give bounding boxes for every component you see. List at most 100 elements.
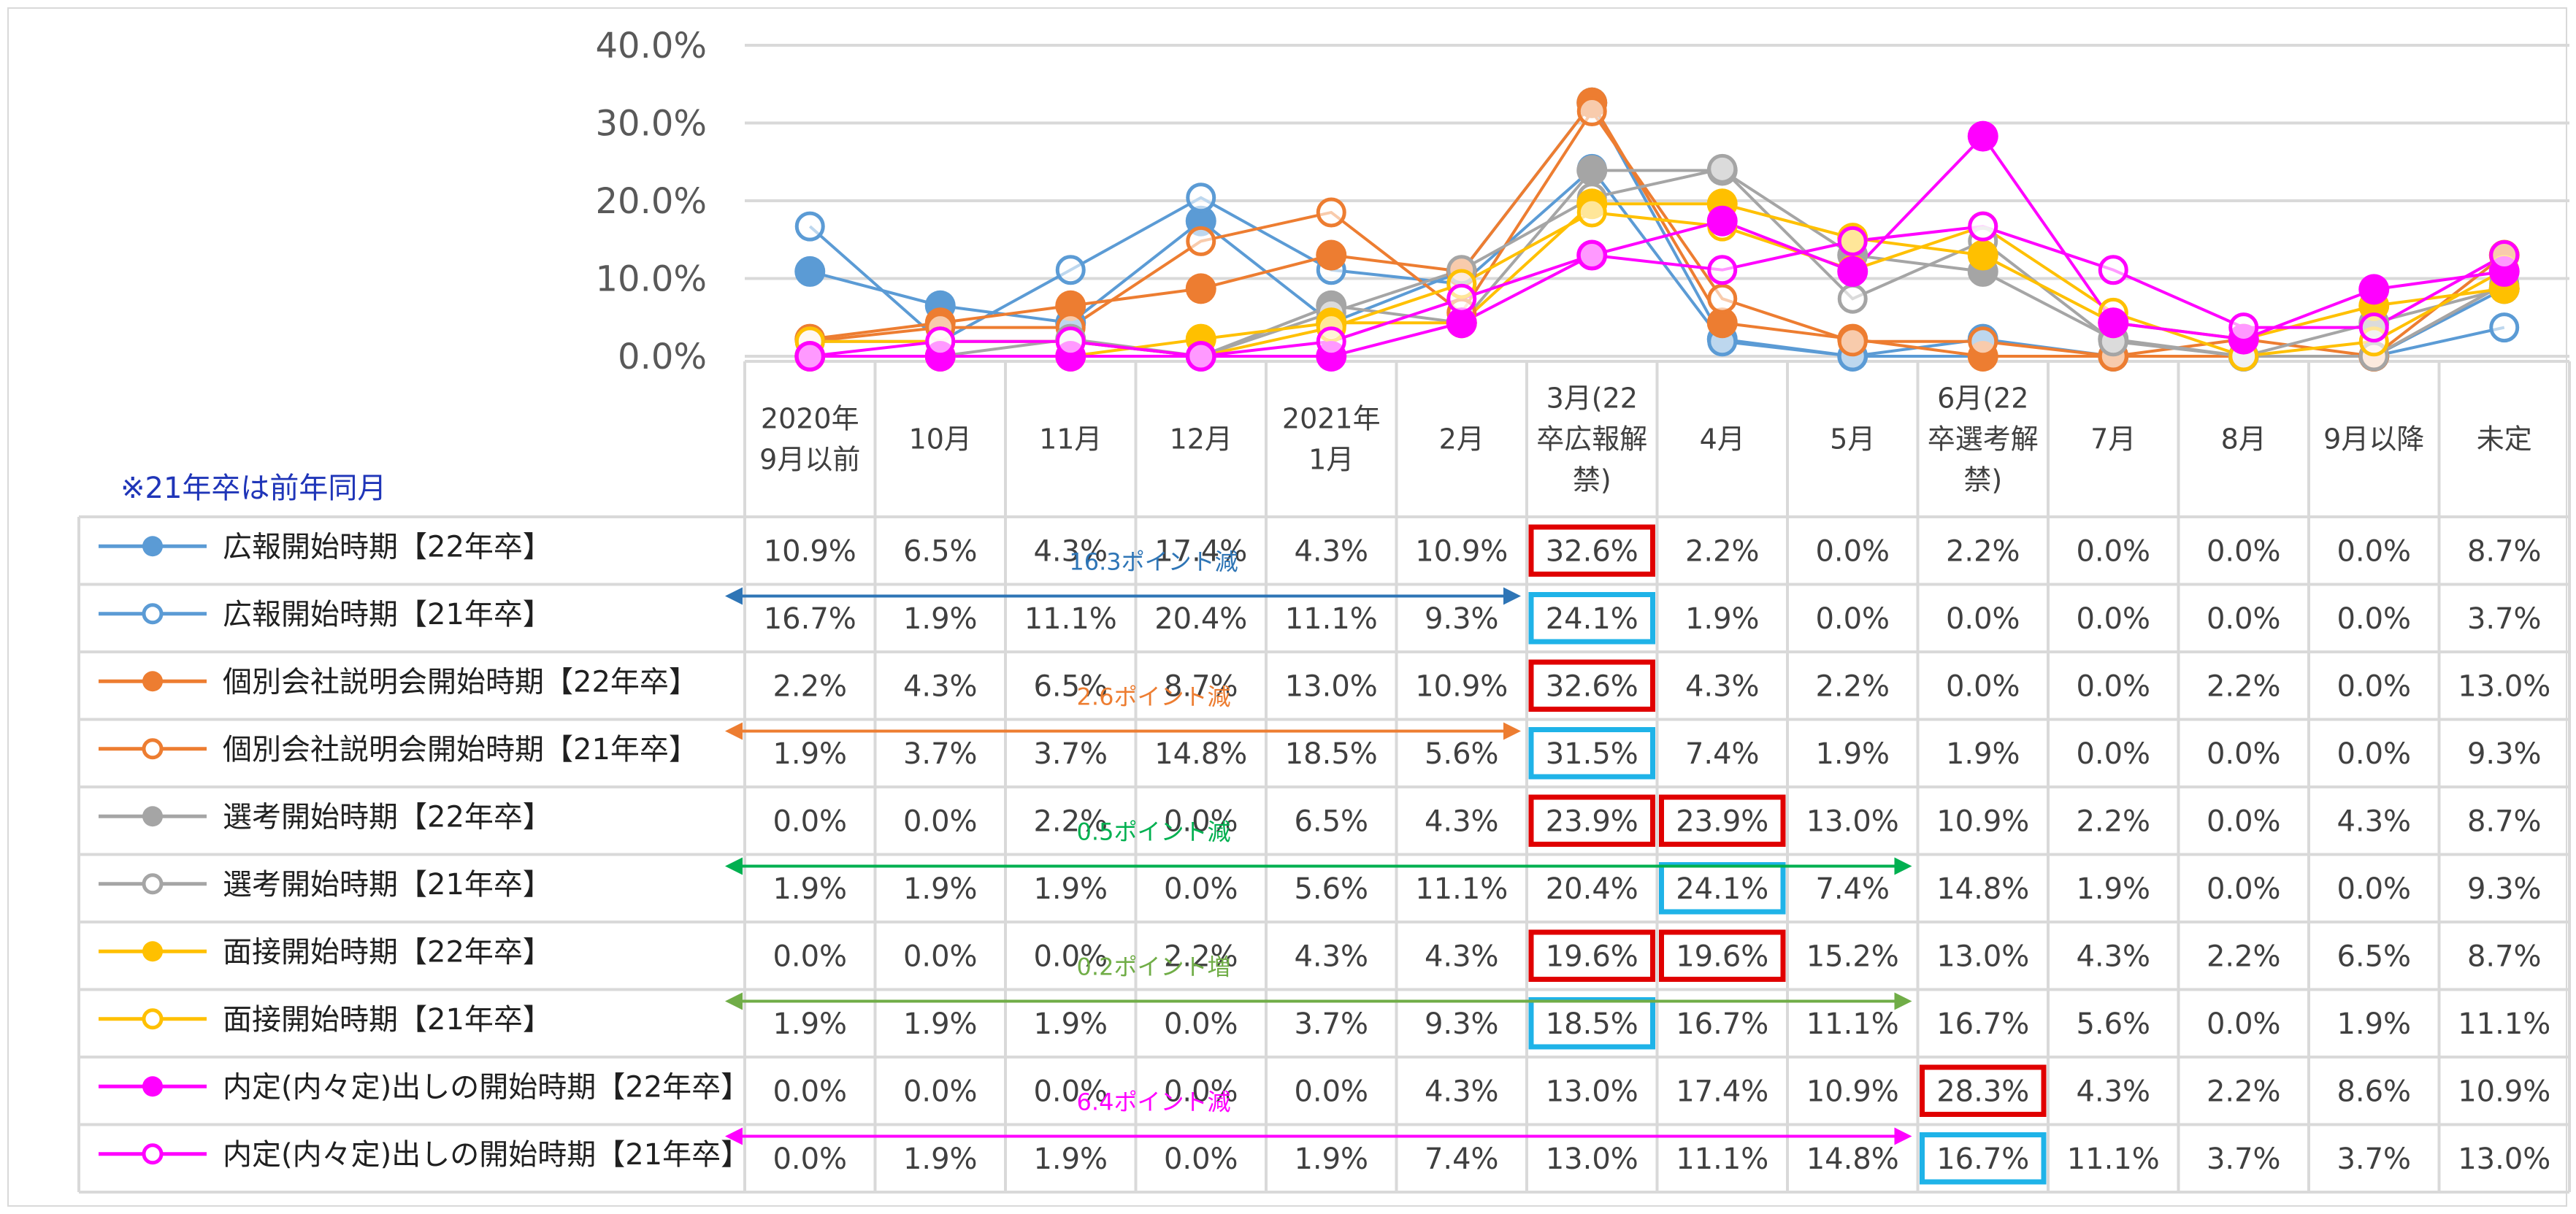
table-cell-value: 1.9% (1033, 872, 1108, 906)
table-cell-value: 2.2% (2207, 669, 2281, 703)
legend-key-marker (142, 1008, 164, 1030)
table-cell-value: 2.2% (1685, 534, 1760, 568)
table-cell-value: 1.9% (773, 737, 847, 771)
table-cell-value: 0.0% (1294, 1075, 1368, 1108)
table-cell-value: 0.0% (2076, 669, 2150, 703)
table-cell-value: 0.0% (1164, 1007, 1238, 1041)
category-label: 11月 (1039, 423, 1102, 456)
data-point (1446, 307, 1477, 339)
table-cell-value: 11.1% (1285, 602, 1378, 636)
legend-key-marker (142, 671, 163, 692)
table-cell-value: 24.1% (1676, 872, 1768, 906)
table-cell-value: 7.4% (1425, 1142, 1499, 1176)
table-cell-value: 0.0% (2337, 669, 2411, 703)
table-cell-value: 0.0% (773, 1075, 847, 1108)
table-cell-value: 17.4% (1154, 534, 1247, 568)
table-cell-value: 20.4% (1546, 872, 1638, 906)
table-cell-value: 20.4% (1154, 602, 1247, 636)
highlight-box (1659, 794, 1786, 847)
table-cell-value: 1.9% (1815, 737, 1890, 771)
table-cell-value: 5.6% (1425, 737, 1499, 771)
difference-annotations: 16.3ポイント減 2.6ポイント減 0.5ポイント減 0.2ポイント増 6.4ポイント… (725, 548, 1912, 1145)
table-cell-value: 16.7% (764, 602, 856, 636)
table-cell-value: 14.8% (1936, 872, 2029, 906)
table-cell-value: 0.0% (903, 940, 978, 973)
data-point (1968, 211, 1998, 242)
table-cell-value: 0.0% (2207, 534, 2281, 568)
category-label: 8月 (2221, 423, 2266, 456)
table-cell-value: 10.9% (764, 534, 856, 568)
table-cell-value: 4.3% (1294, 534, 1368, 568)
table-cell-value: 2.2% (1946, 534, 2020, 568)
data-point (1316, 239, 1347, 271)
table-cell-value: 1.9% (903, 1007, 978, 1041)
data-point (1837, 326, 1868, 357)
table-cell-value: 13.0% (2458, 669, 2550, 703)
table-cell-value: 10.9% (2458, 1075, 2550, 1108)
table-cell-value: 0.0% (2337, 872, 2411, 906)
table-cell-value: 8.7% (2467, 534, 2542, 568)
table-cell-value: 23.9% (1676, 804, 1768, 838)
table-cell-value: 2.2% (2207, 940, 2281, 973)
table-cell-value: 2.2% (1164, 940, 1238, 973)
category-label: 2月 (1439, 423, 1484, 456)
category-label: 卒選考解 (1928, 423, 2039, 456)
table-cell-value: 0.0% (2207, 872, 2281, 906)
legend-label: 個別会社説明会開始時期【21年卒】 (223, 733, 698, 767)
y-tick-label: 10.0% (596, 259, 707, 300)
table-cell-value: 0.0% (1164, 872, 1238, 906)
data-point (1967, 239, 1998, 271)
table-cell-value: 6.5% (1033, 669, 1108, 703)
table-cell-value: 1.9% (1294, 1142, 1368, 1176)
table-cell-value: 0.0% (2207, 737, 2281, 771)
table-cell-value: 19.6% (1546, 940, 1638, 973)
category-label: 5月 (1830, 423, 1875, 456)
table-cell-value: 0.0% (1164, 1142, 1238, 1176)
series-line (810, 134, 2505, 358)
data-point (1186, 226, 1216, 256)
highlight-box (1528, 592, 1655, 645)
table-cell-value: 0.0% (773, 1142, 847, 1176)
data-point (1186, 183, 1216, 213)
legend-label: 広報開始時期【22年卒】 (223, 530, 552, 564)
highlight-box (1528, 794, 1655, 847)
table-cell-value: 0.0% (773, 804, 847, 838)
legend-label: 個別会社説明会開始時期【22年卒】 (223, 665, 698, 699)
table-cell-value: 0.0% (2207, 804, 2281, 838)
legend-label: 広報開始時期【21年卒】 (223, 598, 552, 631)
highlight-box (1528, 659, 1655, 712)
category-label: 10月 (909, 423, 972, 456)
legend-label: 選考開始時期【21年卒】 (223, 868, 552, 902)
category-label: 2020年 (761, 403, 859, 435)
table-cell-value: 4.3% (1033, 534, 1108, 568)
table-cell-value: 11.1% (1806, 1007, 1899, 1041)
data-point (1837, 256, 1868, 287)
table-cell-value: 0.0% (1815, 602, 1890, 636)
data-point (925, 326, 956, 357)
table-cell-value: 4.3% (1425, 1075, 1499, 1108)
table-cell-value: 2.2% (2076, 804, 2150, 838)
table-cell-value: 0.0% (1164, 804, 1238, 838)
data-point (2098, 255, 2128, 285)
y-tick-label: 40.0% (596, 26, 707, 66)
data-point (1707, 255, 1738, 285)
table-cell-value: 2.2% (1815, 669, 1890, 703)
legend-key-marker (142, 806, 163, 827)
table-cell-value: 1.9% (1033, 1142, 1108, 1176)
category-label: 禁) (1963, 464, 2002, 496)
table-cell-value: 13.0% (2458, 1142, 2550, 1176)
table-cell-value: 4.3% (2076, 940, 2150, 973)
highlight-box (1920, 1064, 2047, 1117)
category-label: 7月 (2090, 423, 2136, 456)
data-point (2098, 307, 2129, 339)
data-point (1837, 283, 1868, 314)
legend-label: 面接開始時期【21年卒】 (223, 1003, 552, 1037)
table-cell-value: 4.3% (1425, 804, 1499, 838)
difference-label: 6.4ポイント減 (1077, 1088, 1231, 1116)
table-cell-value: 32.6% (1546, 669, 1638, 703)
table-cell-value: 24.1% (1546, 602, 1638, 636)
table-cell-value: 3.7% (903, 737, 978, 771)
table-cell-value: 0.0% (1946, 669, 2020, 703)
data-point (1576, 96, 1607, 127)
